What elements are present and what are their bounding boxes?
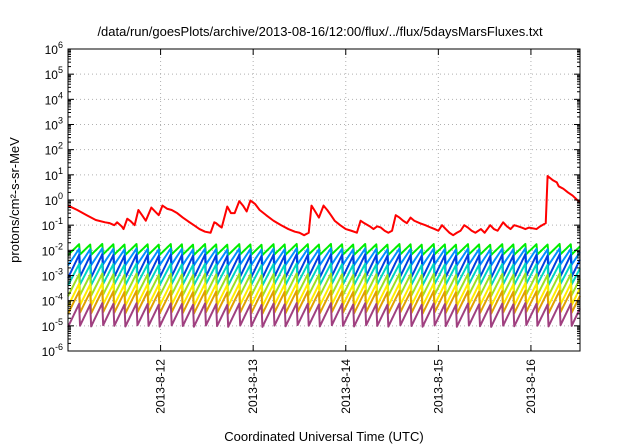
y-tick-label: 102 bbox=[45, 141, 63, 158]
series-line-7 bbox=[67, 282, 581, 308]
chart-title: /data/run/goesPlots/archive/2013-08-16/1… bbox=[97, 24, 543, 39]
series-line-8 bbox=[67, 289, 581, 315]
y-tick-label: 10-5 bbox=[42, 317, 63, 334]
y-tick-label: 10-2 bbox=[42, 241, 63, 258]
y-axis: 10-6 10-5 10-4 10-3 10-2 10-1 100 101 102 103 104 1… bbox=[42, 40, 580, 359]
x-axis: 2013-8-12 2013-8-13 2013-8-14 2013-8-15 2013… bbox=[154, 49, 538, 414]
series-line-9 bbox=[67, 302, 581, 328]
x-tick-label: 2013-8-13 bbox=[246, 359, 260, 414]
series-line-4 bbox=[67, 253, 581, 279]
series-group bbox=[67, 174, 581, 328]
series-line-6 bbox=[67, 272, 581, 298]
y-tick-label: 10-3 bbox=[42, 267, 63, 284]
y-tick-label: 103 bbox=[45, 116, 63, 133]
x-tick-label: 2013-8-12 bbox=[154, 359, 168, 414]
y-tick-label: 100 bbox=[45, 191, 63, 208]
y-tick-label: 104 bbox=[45, 90, 63, 107]
series-line-2 bbox=[67, 242, 581, 256]
y-axis-label: protons/cm²-s-sr-MeV bbox=[7, 137, 22, 263]
y-tick-label: 10-4 bbox=[42, 292, 63, 309]
x-tick-label: 2013-8-16 bbox=[524, 359, 538, 414]
x-axis-label: Coordinated Universal Time (UTC) bbox=[224, 429, 423, 444]
series-line-5 bbox=[67, 262, 581, 287]
x-tick-label: 2013-8-15 bbox=[431, 359, 445, 414]
y-tick-label: 10-6 bbox=[42, 342, 63, 359]
series-line-1 bbox=[67, 174, 581, 237]
x-tick-label: 2013-8-14 bbox=[339, 359, 353, 414]
y-tick-label: 106 bbox=[45, 40, 63, 57]
series-line-3 bbox=[67, 247, 581, 267]
y-tick-label: 10-1 bbox=[42, 216, 63, 233]
y-tick-label: 105 bbox=[45, 65, 63, 82]
y-tick-label: 101 bbox=[45, 166, 63, 183]
